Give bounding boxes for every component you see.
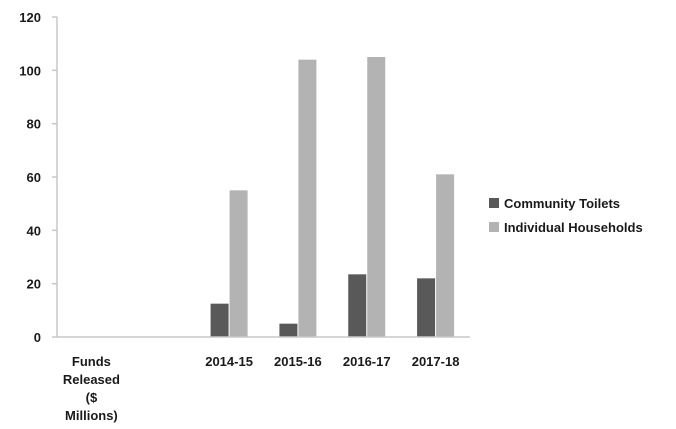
- y-tick-label: 60: [27, 170, 41, 185]
- y-tick-label: 0: [34, 330, 41, 345]
- y-tick-label: 120: [19, 10, 41, 25]
- bar-individual-households: [367, 57, 386, 337]
- x-axis-labels: Funds Released ($ Millions) 2014-15 2015-16 20…: [63, 354, 460, 423]
- x-tick-label: 2014-15: [205, 354, 253, 369]
- y-tick-label: 20: [27, 277, 41, 292]
- bar-individual-households: [436, 174, 455, 337]
- bar-community-toilets: [348, 274, 367, 337]
- x-tick-label: 2017-18: [412, 354, 460, 369]
- bar-community-toilets: [279, 323, 298, 337]
- legend-swatch: [489, 198, 499, 208]
- bar-community-toilets: [210, 303, 229, 337]
- legend-label: Individual Households: [504, 220, 643, 235]
- bar-individual-households: [298, 59, 317, 338]
- bars: [210, 57, 455, 338]
- x-tick-label: 2015-16: [274, 354, 322, 369]
- legend-label: Community Toilets: [504, 196, 620, 211]
- legend-swatch: [489, 222, 499, 232]
- x-tick-label: Funds Released ($ Millions): [63, 354, 120, 423]
- y-tick-label: 80: [27, 117, 41, 132]
- bar-community-toilets: [417, 278, 436, 337]
- bar-individual-households: [229, 190, 248, 337]
- legend: Community Toilets Individual Households: [489, 196, 643, 235]
- y-tick-label: 100: [19, 63, 41, 78]
- x-tick-label: 2016-17: [343, 354, 391, 369]
- y-tick-label: 40: [27, 223, 41, 238]
- y-axis-ticks: 0 20 40 60 80 100 120: [19, 10, 57, 345]
